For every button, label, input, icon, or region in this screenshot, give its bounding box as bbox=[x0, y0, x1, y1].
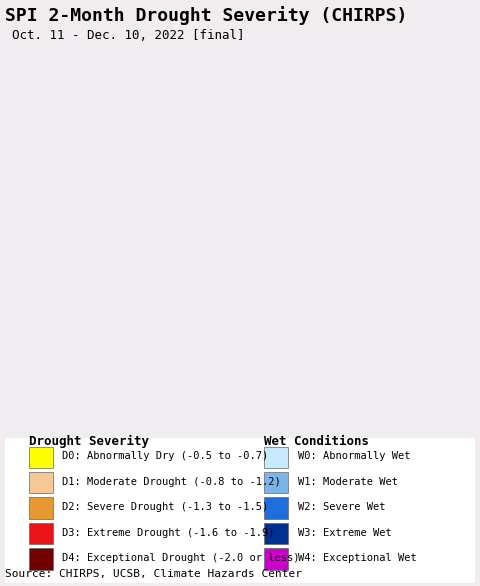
Text: W1: Moderate Wet: W1: Moderate Wet bbox=[298, 477, 397, 487]
Text: Drought Severity: Drought Severity bbox=[29, 435, 149, 448]
FancyBboxPatch shape bbox=[29, 523, 53, 544]
FancyBboxPatch shape bbox=[264, 447, 288, 468]
FancyBboxPatch shape bbox=[264, 498, 288, 519]
Text: Wet Conditions: Wet Conditions bbox=[264, 435, 369, 448]
FancyBboxPatch shape bbox=[5, 438, 475, 582]
Text: W3: Extreme Wet: W3: Extreme Wet bbox=[298, 527, 391, 538]
FancyBboxPatch shape bbox=[29, 472, 53, 493]
Text: SPI 2-Month Drought Severity (CHIRPS): SPI 2-Month Drought Severity (CHIRPS) bbox=[5, 6, 407, 25]
Text: W2: Severe Wet: W2: Severe Wet bbox=[298, 502, 385, 512]
Text: D2: Severe Drought (-1.3 to -1.5): D2: Severe Drought (-1.3 to -1.5) bbox=[62, 502, 269, 512]
Text: D4: Exceptional Drought (-2.0 or less): D4: Exceptional Drought (-2.0 or less) bbox=[62, 553, 300, 563]
FancyBboxPatch shape bbox=[264, 472, 288, 493]
Text: D3: Extreme Drought (-1.6 to -1.9): D3: Extreme Drought (-1.6 to -1.9) bbox=[62, 527, 275, 538]
Text: D1: Moderate Drought (-0.8 to -1.2): D1: Moderate Drought (-0.8 to -1.2) bbox=[62, 477, 281, 487]
FancyBboxPatch shape bbox=[29, 447, 53, 468]
FancyBboxPatch shape bbox=[29, 548, 53, 570]
Text: Source: CHIRPS, UCSB, Climate Hazards Center: Source: CHIRPS, UCSB, Climate Hazards Ce… bbox=[5, 569, 302, 580]
FancyBboxPatch shape bbox=[264, 523, 288, 544]
Text: W0: Abnormally Wet: W0: Abnormally Wet bbox=[298, 451, 410, 461]
Text: W4: Exceptional Wet: W4: Exceptional Wet bbox=[298, 553, 416, 563]
FancyBboxPatch shape bbox=[29, 498, 53, 519]
Text: Oct. 11 - Dec. 10, 2022 [final]: Oct. 11 - Dec. 10, 2022 [final] bbox=[12, 29, 244, 42]
FancyBboxPatch shape bbox=[264, 548, 288, 570]
Text: D0: Abnormally Dry (-0.5 to -0.7): D0: Abnormally Dry (-0.5 to -0.7) bbox=[62, 451, 269, 461]
